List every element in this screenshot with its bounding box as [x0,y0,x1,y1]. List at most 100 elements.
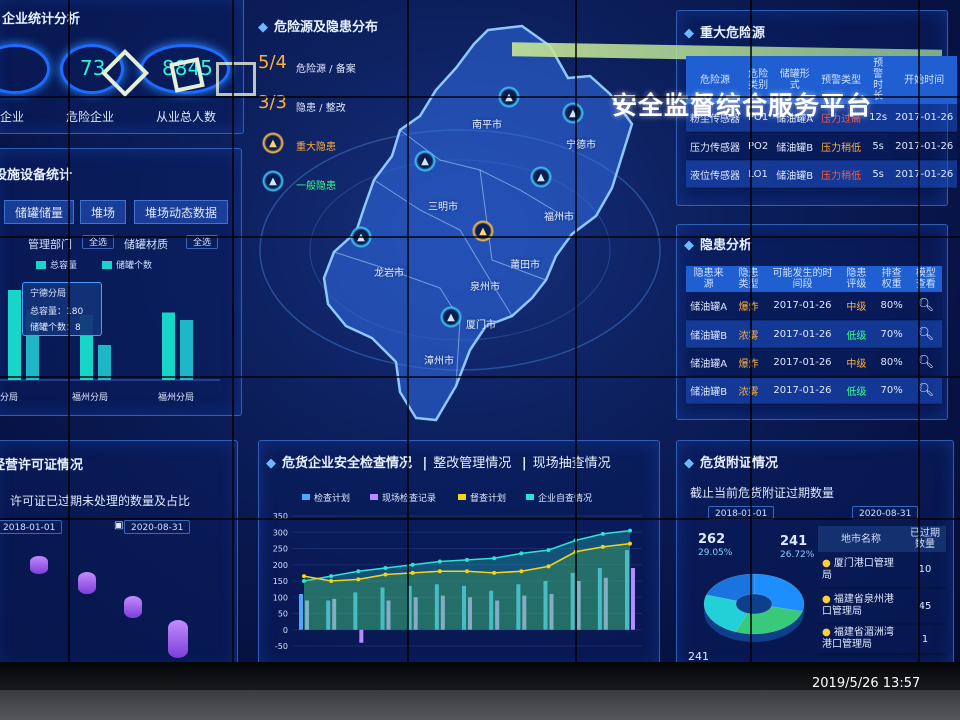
filter-material-select[interactable]: 全选 [186,235,219,249]
overview-ring-left [0,44,50,94]
legend-count-label: 储罐个数 [116,261,153,271]
table-row[interactable]: ● 福建省湄洲湾港口管理局 1 [818,624,946,655]
search-icon[interactable]: 🔍︎ [909,348,942,377]
data-point [465,557,469,562]
pie-label-2-value: 241 [780,534,808,549]
hidden-danger-header: 排查权重 [873,266,910,292]
cell-text: 厦门港口管理局 [822,557,894,581]
cell: 压力过高 [817,104,866,133]
bar-inspection-plan [326,600,331,630]
overview-number-1: 73 [80,56,106,80]
pie-bottom-value: 241 [688,650,709,662]
data-point [410,570,415,575]
data-point [519,551,524,556]
table-row[interactable]: 储油罐A 爆炸 2017-01-26 中级 80% 🔍︎ [686,348,942,377]
facility-x-label-1: 分局 [0,393,19,403]
cell: 5s [865,132,892,161]
legend-capacity-swatch [36,261,46,269]
data-point [356,577,361,582]
hidden-danger-header: 模型查看 [909,266,942,292]
major-hazards-table: 危险源 危险类别 储罐形式 预警类型 预警时长 开始时间 粉尘传感器 PO1 储… [686,56,958,189]
data-point [329,579,334,583]
cell: 压力稍低 [817,132,866,161]
map-pin-sanming-icon: ▲ [414,150,436,172]
data-point [410,562,415,567]
facility-x-label-2: 福州分局 [72,393,109,403]
hazard-stat-2-label: 隐患 / 整改 [296,103,346,114]
bar-field-record [631,568,635,630]
facility-tooltip-title: 宁德分局 [30,289,67,299]
license-cylinder-3 [124,596,142,618]
bar-field-record [576,581,581,630]
bullet-icon: ● [822,627,831,638]
overview-label-1: 企业 [0,110,25,124]
hidden-danger-header: 隐患来源 [686,266,732,292]
tab-spot-check[interactable]: 现场抽查情况 [532,456,611,471]
y-tick-label: 100 [273,593,288,602]
monitor-seam [575,0,577,662]
y-tick-label: 150 [273,577,288,586]
table-row[interactable]: 储油罐B 浓雾 2017-01-26 低级 70% 🔍︎ [686,320,942,349]
attachment-title-text: 危货附证情况 [700,456,779,471]
overview-label-2: 危险企业 [66,110,115,124]
tab-safety-inspection[interactable]: 危货企业安全检查情况 [282,456,413,471]
monitor-seam [750,0,752,662]
search-icon[interactable]: 🔍︎ [909,320,942,349]
cell: 5s [865,160,892,189]
city-fuzhou: 福州市 [544,212,574,223]
cell: 储油罐A [686,348,732,377]
bar-field-record [359,629,364,643]
tab-yard[interactable]: 堆场 [80,200,127,224]
bar-inspection-plan [543,581,548,630]
cell: 中级 [839,292,874,321]
bar-inspection-plan [299,594,303,630]
license-subtitle: 许可证已过期未处理的数量及占比 [10,494,191,508]
table-row[interactable]: 液位传感器 LO1 储油罐B 压力稍低 5s 2017-01-26 [686,160,958,189]
overview-number-2: 8845 [162,56,213,80]
cell: 80% [873,348,910,377]
tab-rectification[interactable]: 整改管理情况 [433,456,512,471]
photo-timestamp: 2019/5/26 13:57 [812,676,921,691]
table-row[interactable]: ● 厦门港口管理局 10 [818,552,946,589]
overview-title: 企业统计分析 [2,12,81,27]
line-supervision-plan-area [304,543,630,630]
cell: 2017-01-26 [765,348,840,377]
cell: 浓雾 [731,376,766,405]
legend-swatch [302,494,310,500]
map-pin-ningde-icon: ▲ [562,102,584,124]
cell-text: 福建省湄洲湾港口管理局 [822,627,894,650]
monitor-seam [232,0,234,662]
license-date-from[interactable]: 2018-01-01 [0,520,63,534]
license-date-to[interactable]: 2020-08-31 [124,520,191,534]
tab-yard-dynamic[interactable]: 堆场动态数据 [134,200,229,224]
data-point [519,569,524,574]
legend-swatch [458,494,466,500]
filter-department-select[interactable]: 全选 [82,235,115,249]
pie-slice-262 [753,573,805,612]
bar-field-record [440,595,445,630]
bar-tank-count [98,345,111,380]
table-row[interactable]: ● 福建省泉州港口管理局 45 [818,588,946,625]
major-hazards-title: ◆ 重大危险源 [684,22,765,41]
bar-inspection-plan [353,592,358,630]
city-zhangzhou: 漳州市 [424,356,454,367]
search-icon[interactable]: 🔍︎ [909,292,942,321]
table-row[interactable]: 储油罐A 爆炸 2017-01-26 中级 80% 🔍︎ [686,292,942,321]
cell: 压力传感器 [686,132,744,161]
legend-count-swatch [102,261,112,269]
inspection-panel [258,440,660,662]
bar-field-record [495,600,500,630]
bar-inspection-plan [380,587,385,630]
pie-label-1-value: 262 [698,532,726,547]
tab-storage[interactable]: 储罐储量 [4,200,75,224]
table-row[interactable]: 压力传感器 PO2 储油罐B 压力稍低 5s 2017-01-26 [686,132,958,161]
city-nanping: 南平市 [472,120,502,131]
search-icon[interactable]: 🔍︎ [909,376,942,405]
cell: 爆炸 [731,292,766,321]
overview-label-3: 从业总人数 [156,110,217,124]
data-point [383,572,388,577]
line-self-check-area [304,530,630,630]
pie-slice-d [706,573,755,602]
table-row[interactable]: 储油罐B 浓雾 2017-01-26 低级 70% 🔍︎ [686,376,942,405]
table-row[interactable]: 粉尘传感器 PO1 储油罐A 压力过高 12s 2017-01-26 [686,104,958,133]
